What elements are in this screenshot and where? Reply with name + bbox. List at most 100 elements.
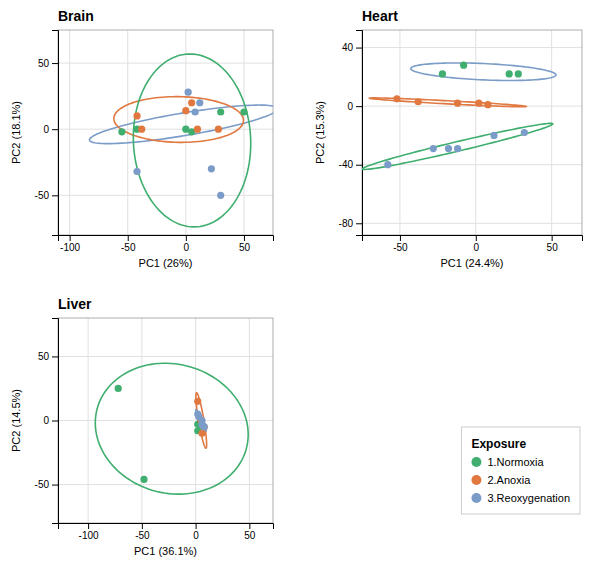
tick-label: 0 <box>474 242 480 253</box>
point <box>133 112 140 119</box>
tick-label: -50 <box>393 242 408 253</box>
tick-label: 50 <box>547 242 559 253</box>
legend-label: 2.Anoxia <box>487 474 531 486</box>
confidence-ellipse <box>95 363 248 494</box>
legend: Exposure1.Normoxia2.Anoxia3.Reoxygenatio… <box>461 427 580 514</box>
tick-mark <box>186 235 187 241</box>
tick-mark <box>52 421 58 422</box>
tick: -50 <box>135 523 150 541</box>
point <box>208 165 215 172</box>
point <box>393 95 400 102</box>
grid-line-y <box>58 356 273 357</box>
panel: -100-50050-50050BrainPC1 (26%)PC2 (18.1%… <box>10 8 278 269</box>
tick: 40 <box>342 42 362 53</box>
grid <box>58 318 273 523</box>
grid-line-x <box>475 30 476 235</box>
point <box>185 89 192 96</box>
y-axis-title: PC2 (15.3%) <box>314 101 326 164</box>
tick: 0 <box>347 101 362 112</box>
tick-label: 0 <box>193 530 199 541</box>
tick: 50 <box>38 58 58 69</box>
point <box>484 101 491 108</box>
point <box>454 100 461 107</box>
legend-label: 1.Normoxia <box>487 456 544 468</box>
tick-label: -80 <box>339 218 354 229</box>
tick-label: -50 <box>135 530 150 541</box>
legend-box <box>461 427 580 514</box>
tick-mark <box>52 129 58 130</box>
tick: 0 <box>43 415 58 426</box>
tick: 50 <box>547 235 559 253</box>
confidence-ellipse <box>362 123 552 169</box>
tick-mark <box>88 523 89 529</box>
point <box>140 476 147 483</box>
legend-swatch <box>471 457 481 467</box>
tick-label: -40 <box>339 159 354 170</box>
point <box>475 100 482 107</box>
point <box>515 70 522 77</box>
point <box>201 423 208 430</box>
tick-mark <box>52 485 58 486</box>
tick: 50 <box>244 523 256 541</box>
axis-line <box>52 31 59 236</box>
point <box>454 145 461 152</box>
tick-mark <box>552 235 553 241</box>
point <box>115 385 122 392</box>
point <box>215 126 222 133</box>
grid <box>58 30 273 235</box>
plot-frame <box>58 318 273 523</box>
plot-frame <box>362 30 582 235</box>
panel-title: Brain <box>58 8 94 24</box>
tick: -100 <box>79 523 99 541</box>
tick: -50 <box>35 190 58 201</box>
grid-line-y <box>58 484 273 485</box>
grid-line-y <box>58 129 273 130</box>
panel-title: Heart <box>362 8 398 24</box>
tick-mark <box>52 356 58 357</box>
tick-label: -100 <box>79 530 99 541</box>
grid-line-y <box>58 195 273 196</box>
grid-line-x <box>551 30 552 235</box>
point <box>415 98 422 105</box>
point <box>439 70 446 77</box>
y-axis: -50 0 50 <box>35 31 59 236</box>
panel: -50050-80-40040HeartPC1 (24.4%)PC2 (15.3… <box>314 8 583 269</box>
point <box>188 99 195 106</box>
tick-mark <box>356 165 362 166</box>
marks <box>362 62 556 170</box>
tick-mark <box>400 235 401 241</box>
plot-frame <box>58 30 273 235</box>
confidence-ellipse <box>370 98 527 107</box>
axis-line <box>59 236 274 242</box>
tick: 50 <box>239 235 251 253</box>
tick-label: 0 <box>347 101 353 112</box>
tick-label: 0 <box>43 415 49 426</box>
tick-mark <box>356 48 362 49</box>
point <box>430 145 437 152</box>
x-axis: -50 0 50 <box>363 235 583 253</box>
grid-line-x <box>69 30 70 235</box>
tick-label: 0 <box>184 242 190 253</box>
tick: 0 <box>474 235 480 253</box>
tick-label: -50 <box>35 190 50 201</box>
y-axis: -50050 <box>35 319 59 524</box>
confidence-ellipse <box>411 63 556 81</box>
tick-mark <box>128 235 129 241</box>
tick-label: -50 <box>121 242 136 253</box>
point <box>384 161 391 168</box>
grid-line-x <box>243 30 244 235</box>
point <box>521 129 528 136</box>
point <box>194 126 201 133</box>
point <box>196 99 203 106</box>
tick-label: 0 <box>43 124 49 135</box>
tick-mark <box>70 235 71 241</box>
panel-title: Liver <box>58 296 92 312</box>
tick-label: 50 <box>38 58 50 69</box>
legend-swatch <box>471 475 481 485</box>
tick: 0 <box>43 124 58 135</box>
point <box>118 128 125 135</box>
axis-line <box>52 319 59 524</box>
point <box>217 192 224 199</box>
tick: -100 <box>60 235 80 253</box>
grid-line-y <box>362 223 582 224</box>
